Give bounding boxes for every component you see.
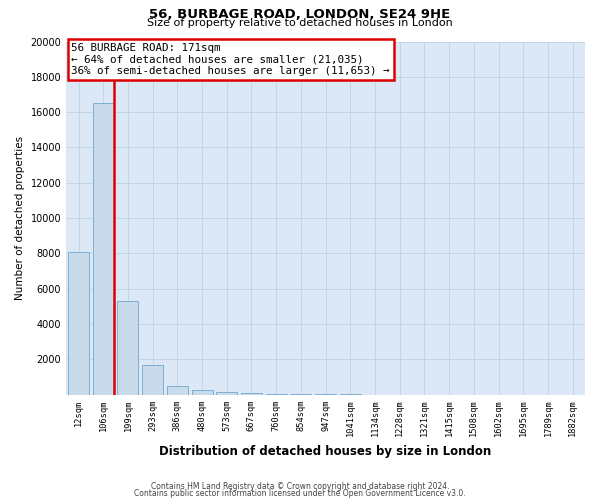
- Bar: [216, 392, 237, 394]
- Text: 56 BURBAGE ROAD: 171sqm
← 64% of detached houses are smaller (21,035)
36% of sem: 56 BURBAGE ROAD: 171sqm ← 64% of detache…: [71, 44, 390, 76]
- Bar: [191, 390, 212, 394]
- Text: Contains public sector information licensed under the Open Government Licence v3: Contains public sector information licen…: [134, 488, 466, 498]
- Bar: [93, 104, 114, 395]
- Bar: [142, 366, 163, 394]
- Bar: [167, 386, 188, 394]
- X-axis label: Distribution of detached houses by size in London: Distribution of detached houses by size …: [160, 444, 492, 458]
- Bar: [118, 301, 139, 394]
- Text: Size of property relative to detached houses in London: Size of property relative to detached ho…: [147, 18, 453, 28]
- Bar: [68, 252, 89, 394]
- Y-axis label: Number of detached properties: Number of detached properties: [15, 136, 25, 300]
- Text: 56, BURBAGE ROAD, LONDON, SE24 9HE: 56, BURBAGE ROAD, LONDON, SE24 9HE: [149, 8, 451, 20]
- Text: Contains HM Land Registry data © Crown copyright and database right 2024.: Contains HM Land Registry data © Crown c…: [151, 482, 449, 491]
- Bar: [241, 393, 262, 394]
